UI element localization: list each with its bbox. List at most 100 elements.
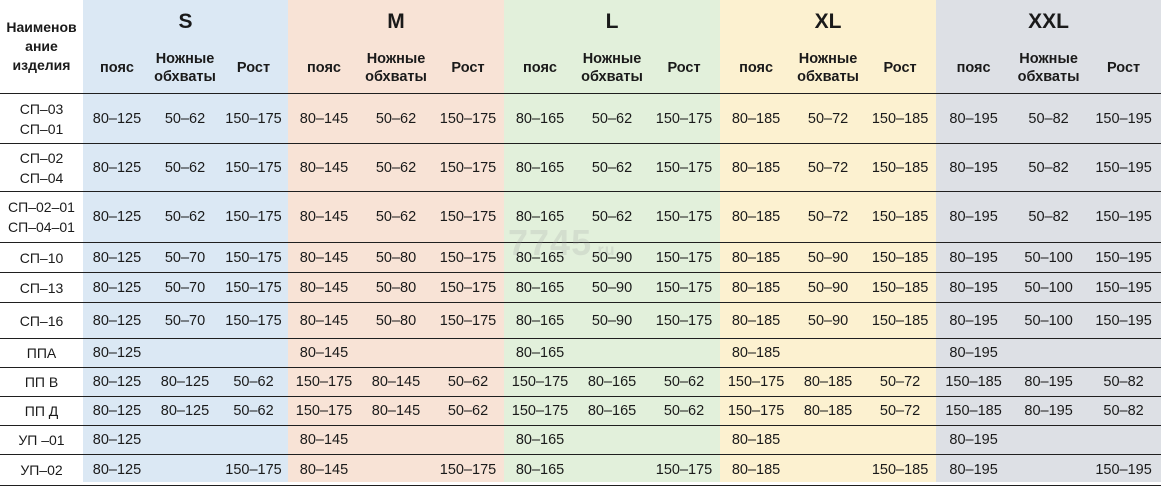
value-cell: 80–185 xyxy=(731,462,781,478)
value-cell: 150–175 xyxy=(439,312,497,329)
product-name-cell: УП–02 xyxy=(0,455,83,486)
value-cell: 50–100 xyxy=(1024,312,1073,329)
value-cell: 50–62 xyxy=(164,110,206,127)
value-cell: 80–125 xyxy=(92,279,142,296)
value-cell: 80–165 xyxy=(515,249,565,266)
measurement-header-line: Рост xyxy=(451,60,485,76)
table-row: СП–10 80–125 50–70 150–175 80–145 50–80 150–17… xyxy=(0,242,1161,273)
measurement-header-line: Рост xyxy=(1107,60,1141,76)
product-name-line: УП –01 xyxy=(18,432,65,448)
product-name-line: ППА xyxy=(26,345,57,361)
value-cell: 80–145 xyxy=(371,403,421,419)
value-cell: 80–125 xyxy=(160,403,210,419)
value-cell: 50–62 xyxy=(591,159,633,176)
value-cell: 80–125 xyxy=(92,403,142,419)
measurement-header-line: Ножные xyxy=(155,51,215,67)
measurement-header-line: пояс xyxy=(956,60,991,76)
value-cell: 80–145 xyxy=(299,312,349,329)
value-cell: 80–165 xyxy=(515,279,565,296)
measurement-header: пояс xyxy=(504,43,576,94)
value-cell: 80–165 xyxy=(587,403,637,419)
measurement-header: Рост xyxy=(219,43,288,94)
size-band-m xyxy=(288,0,504,482)
value-cell: 80–145 xyxy=(371,374,421,390)
measurement-header: Рост xyxy=(648,43,720,94)
value-cell: 50–62 xyxy=(233,403,274,419)
measurement-header: пояс xyxy=(936,43,1011,94)
value-cell: 150–175 xyxy=(439,249,497,266)
value-cell: 80–145 xyxy=(299,209,349,225)
value-cell: 150–175 xyxy=(439,159,497,176)
value-cell xyxy=(432,426,504,455)
table-row: ПП В 80–125 80–125 50–62 150–175 80–145 50–62 1… xyxy=(0,367,1161,397)
value-cell: 80–165 xyxy=(515,432,565,448)
measurement-header-line: обхваты xyxy=(581,69,643,85)
value-cell: 50–100 xyxy=(1024,249,1073,266)
value-cell: 150–185 xyxy=(871,159,929,176)
value-cell: 80–145 xyxy=(299,279,349,296)
value-cell xyxy=(792,455,864,486)
value-cell: 150–175 xyxy=(727,403,785,419)
table-row: СП–02–01 СП–04–01 80–125 50–62 150–175 80–145… xyxy=(0,191,1161,243)
value-cell xyxy=(1086,426,1161,455)
value-cell: 50–62 xyxy=(375,209,417,225)
value-cell: 150–175 xyxy=(295,374,353,390)
value-cell: 80–165 xyxy=(515,159,565,176)
value-cell: 150–185 xyxy=(871,462,929,478)
value-cell: 80–185 xyxy=(803,403,853,419)
product-name-line: СП–02 xyxy=(19,149,64,166)
value-cell: 80–195 xyxy=(949,345,998,361)
size-band-xl xyxy=(720,0,936,482)
value-cell: 150–175 xyxy=(225,462,282,478)
size-band-s xyxy=(83,0,288,482)
value-cell xyxy=(1011,339,1086,368)
value-cell: 80–165 xyxy=(515,110,565,127)
value-cell: 150–195 xyxy=(1095,279,1152,296)
product-name-line: ПП В xyxy=(24,374,59,390)
value-cell: 80–185 xyxy=(731,312,781,329)
value-cell: 50–90 xyxy=(807,249,849,266)
table-row: СП–13 80–125 50–70 150–175 80–145 50–80 150–17… xyxy=(0,272,1161,303)
table-row: ППА 80–125 80–145 80–165 80–185 80–195 xyxy=(0,338,1161,368)
product-name-cell: ПП В xyxy=(0,368,83,397)
value-cell xyxy=(1011,426,1086,455)
value-cell: 50–72 xyxy=(807,209,849,225)
product-name-cell: УП –01 xyxy=(0,426,83,455)
value-cell xyxy=(151,339,219,368)
value-cell: 50–70 xyxy=(164,249,206,266)
value-cell: 50–90 xyxy=(591,249,633,266)
measurement-header-line: Ножные xyxy=(582,51,642,67)
value-cell: 50–62 xyxy=(591,209,633,225)
measurement-header-line: Рост xyxy=(883,60,917,76)
value-cell: 80–195 xyxy=(949,432,998,448)
product-name-line: СП–03 xyxy=(19,100,64,117)
size-header-s: S xyxy=(178,9,193,33)
measurement-header-line: обхваты xyxy=(365,69,427,85)
value-cell: 80–145 xyxy=(299,159,349,176)
value-cell: 50–62 xyxy=(591,110,633,127)
value-cell xyxy=(219,339,288,368)
value-cell xyxy=(792,339,864,368)
value-cell xyxy=(360,339,432,368)
size-header-l: L xyxy=(605,9,619,33)
value-cell: 150–195 xyxy=(1095,249,1152,266)
table-row: ПП Д 80–125 80–125 50–62 150–175 80–145 50–62 1… xyxy=(0,396,1161,426)
measurement-header: Ножные обхваты xyxy=(576,43,648,94)
product-name-line: СП–16 xyxy=(19,312,64,329)
value-cell: 50–72 xyxy=(807,159,849,176)
value-cell: 80–145 xyxy=(299,110,349,127)
value-cell: 80–165 xyxy=(515,312,565,329)
value-cell: 150–175 xyxy=(511,374,569,390)
product-name-cell: СП–10 xyxy=(0,243,83,273)
value-cell: 80–125 xyxy=(92,110,142,127)
value-cell: 80–185 xyxy=(731,345,781,361)
value-cell xyxy=(1011,455,1086,486)
value-cell: 50–80 xyxy=(375,312,417,329)
value-cell: 150–185 xyxy=(871,209,929,225)
value-cell: 80–145 xyxy=(299,249,349,266)
value-cell: 150–175 xyxy=(225,249,282,266)
measurement-header-line: обхваты xyxy=(154,69,216,85)
value-cell: 150–175 xyxy=(511,403,569,419)
value-cell xyxy=(151,455,219,486)
